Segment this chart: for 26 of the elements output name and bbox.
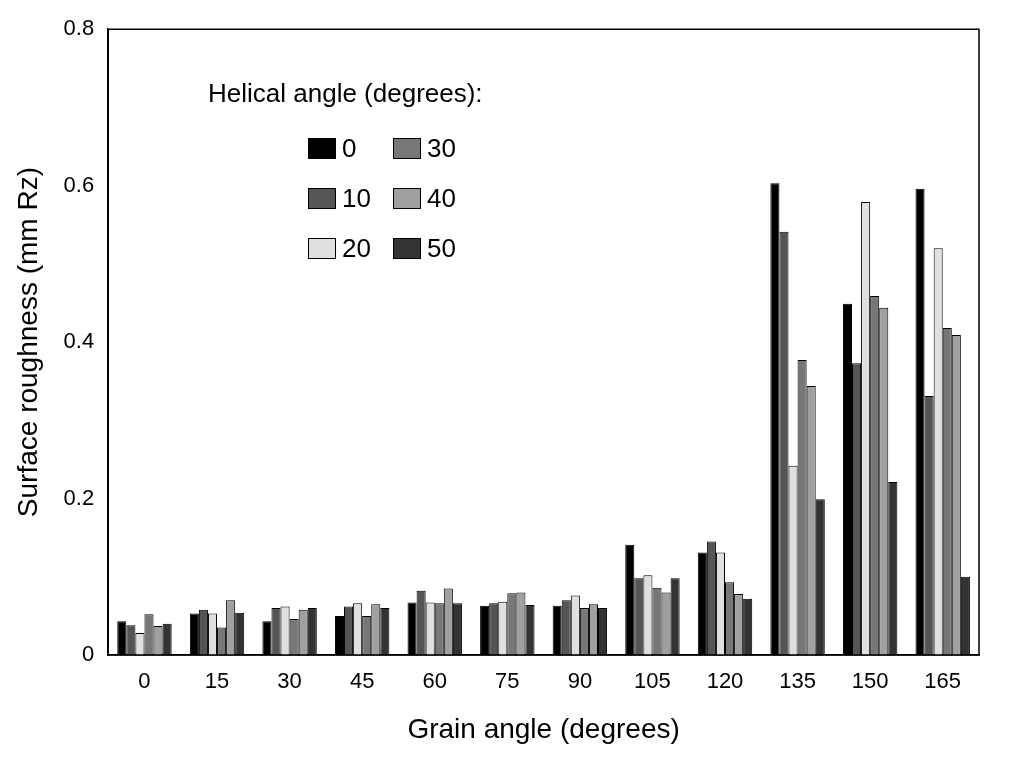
x-tick-label: 0 bbox=[138, 668, 151, 694]
legend-label: 50 bbox=[426, 232, 456, 264]
x-tick-label: 90 bbox=[567, 668, 593, 694]
legend-label: 20 bbox=[342, 232, 371, 264]
x-tick-label: 120 bbox=[706, 668, 744, 694]
legend-label: 10 bbox=[342, 182, 371, 214]
x-tick-label: 60 bbox=[422, 668, 447, 694]
x-tick-label: 165 bbox=[924, 668, 962, 694]
x-tick-label: 15 bbox=[204, 668, 230, 694]
x-tick-label: 75 bbox=[495, 668, 520, 694]
x-tick-label: 135 bbox=[779, 668, 816, 694]
x-tick-label: 150 bbox=[851, 668, 889, 694]
legend-title: Helical angle (degrees): bbox=[208, 78, 483, 109]
legend-label: 30 bbox=[426, 132, 456, 164]
y-tick-label: 0 bbox=[81, 641, 95, 667]
x-tick-label: 45 bbox=[349, 668, 375, 694]
x-tick-label: 105 bbox=[634, 668, 671, 694]
x-axis-title: Grain angle (degrees) bbox=[407, 712, 680, 744]
legend-label: 40 bbox=[426, 182, 456, 214]
y-axis-title: Surface roughness (mm Rz) bbox=[11, 167, 43, 518]
y-tick-label: 0.8 bbox=[63, 15, 95, 41]
x-tick-label: 30 bbox=[277, 668, 302, 694]
y-tick-label: 0.4 bbox=[63, 328, 95, 354]
legend-label: 0 bbox=[342, 132, 357, 164]
y-tick-label: 0.6 bbox=[63, 171, 95, 197]
y-tick-label: 0.2 bbox=[63, 484, 95, 510]
